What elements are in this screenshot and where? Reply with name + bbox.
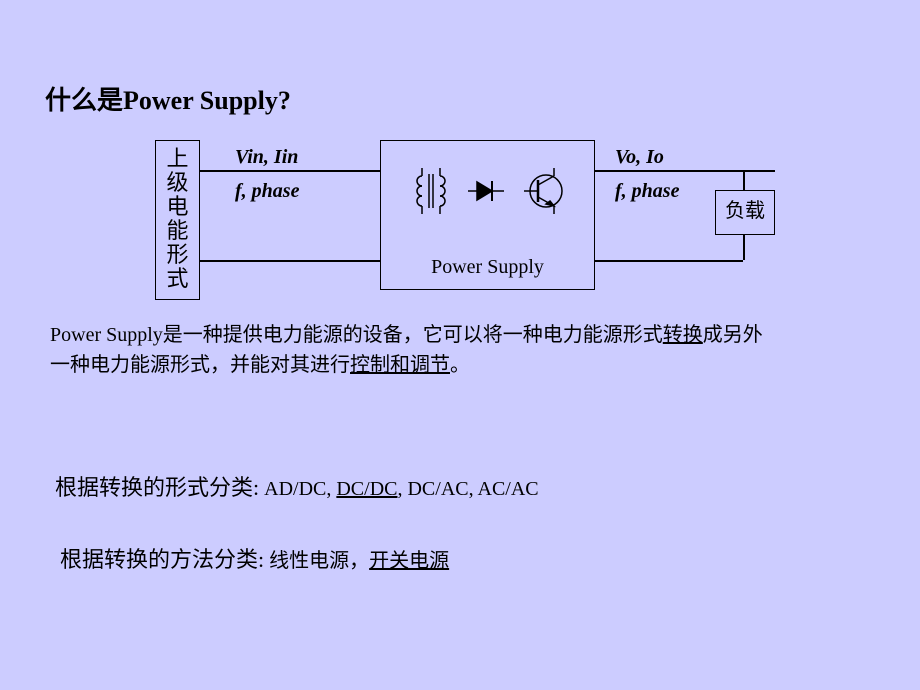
source-char: 上 xyxy=(156,147,199,171)
source-block: 上 级 电 能 形 式 xyxy=(155,140,200,300)
para-text: 。 xyxy=(450,354,470,376)
source-char: 式 xyxy=(156,267,199,291)
source-char: 能 xyxy=(156,219,199,243)
class-label: 根据转换的形式分类: xyxy=(55,475,259,500)
label-f-phase-out: f, phase xyxy=(615,180,679,203)
transistor-icon xyxy=(524,168,564,214)
source-char: 形 xyxy=(156,243,199,267)
para-text: Power Supply是一种提供电力能源的设备，它可以将一种电力能源形式 xyxy=(50,324,663,346)
power-supply-block: Power Supply xyxy=(380,140,595,290)
wire-in-bot xyxy=(200,260,380,262)
classification-by-form: 根据转换的形式分类: AD/DC, DC/DC, DC/AC, AC/AC xyxy=(55,470,539,502)
slide: 什么是Power Supply? 上 级 电 能 形 式 Vin, Iin f,… xyxy=(0,0,920,690)
source-char: 电 xyxy=(156,195,199,219)
wire-out-bot-drop xyxy=(743,235,745,260)
label-f-phase-in: f, phase xyxy=(235,180,299,203)
class-label: 根据转换的方法分类: xyxy=(60,547,264,572)
wire-out-bot xyxy=(595,260,743,262)
power-supply-label: Power Supply xyxy=(381,256,594,279)
load-block: 负载 xyxy=(715,190,775,235)
label-vo-io: Vo, Io xyxy=(615,146,664,169)
class-text: 线性电源， xyxy=(264,550,369,572)
class-underline: 开关电源 xyxy=(369,550,449,572)
definition-paragraph: Power Supply是一种提供电力能源的设备，它可以将一种电力能源形式转换成… xyxy=(50,320,780,380)
wire-in-top xyxy=(200,170,380,172)
label-vin-iin: Vin, Iin xyxy=(235,146,298,169)
diode-icon xyxy=(468,176,504,206)
slide-title: 什么是Power Supply? xyxy=(45,80,291,117)
wire-out-top-drop xyxy=(743,170,745,190)
class-underline: DC/DC xyxy=(336,478,397,500)
block-diagram: 上 级 电 能 形 式 Vin, Iin f, phase xyxy=(155,140,795,305)
class-text: AD/DC, xyxy=(259,478,336,500)
source-char: 级 xyxy=(156,171,199,195)
para-underline-1: 转换 xyxy=(663,324,703,346)
classification-by-method: 根据转换的方法分类: 线性电源，开关电源 xyxy=(60,542,449,574)
wire-out-top xyxy=(595,170,775,172)
transformer-icon xyxy=(412,166,448,216)
para-underline-2: 控制和调节 xyxy=(350,354,450,376)
class-text: , DC/AC, AC/AC xyxy=(397,478,538,500)
component-icons xyxy=(381,161,594,221)
